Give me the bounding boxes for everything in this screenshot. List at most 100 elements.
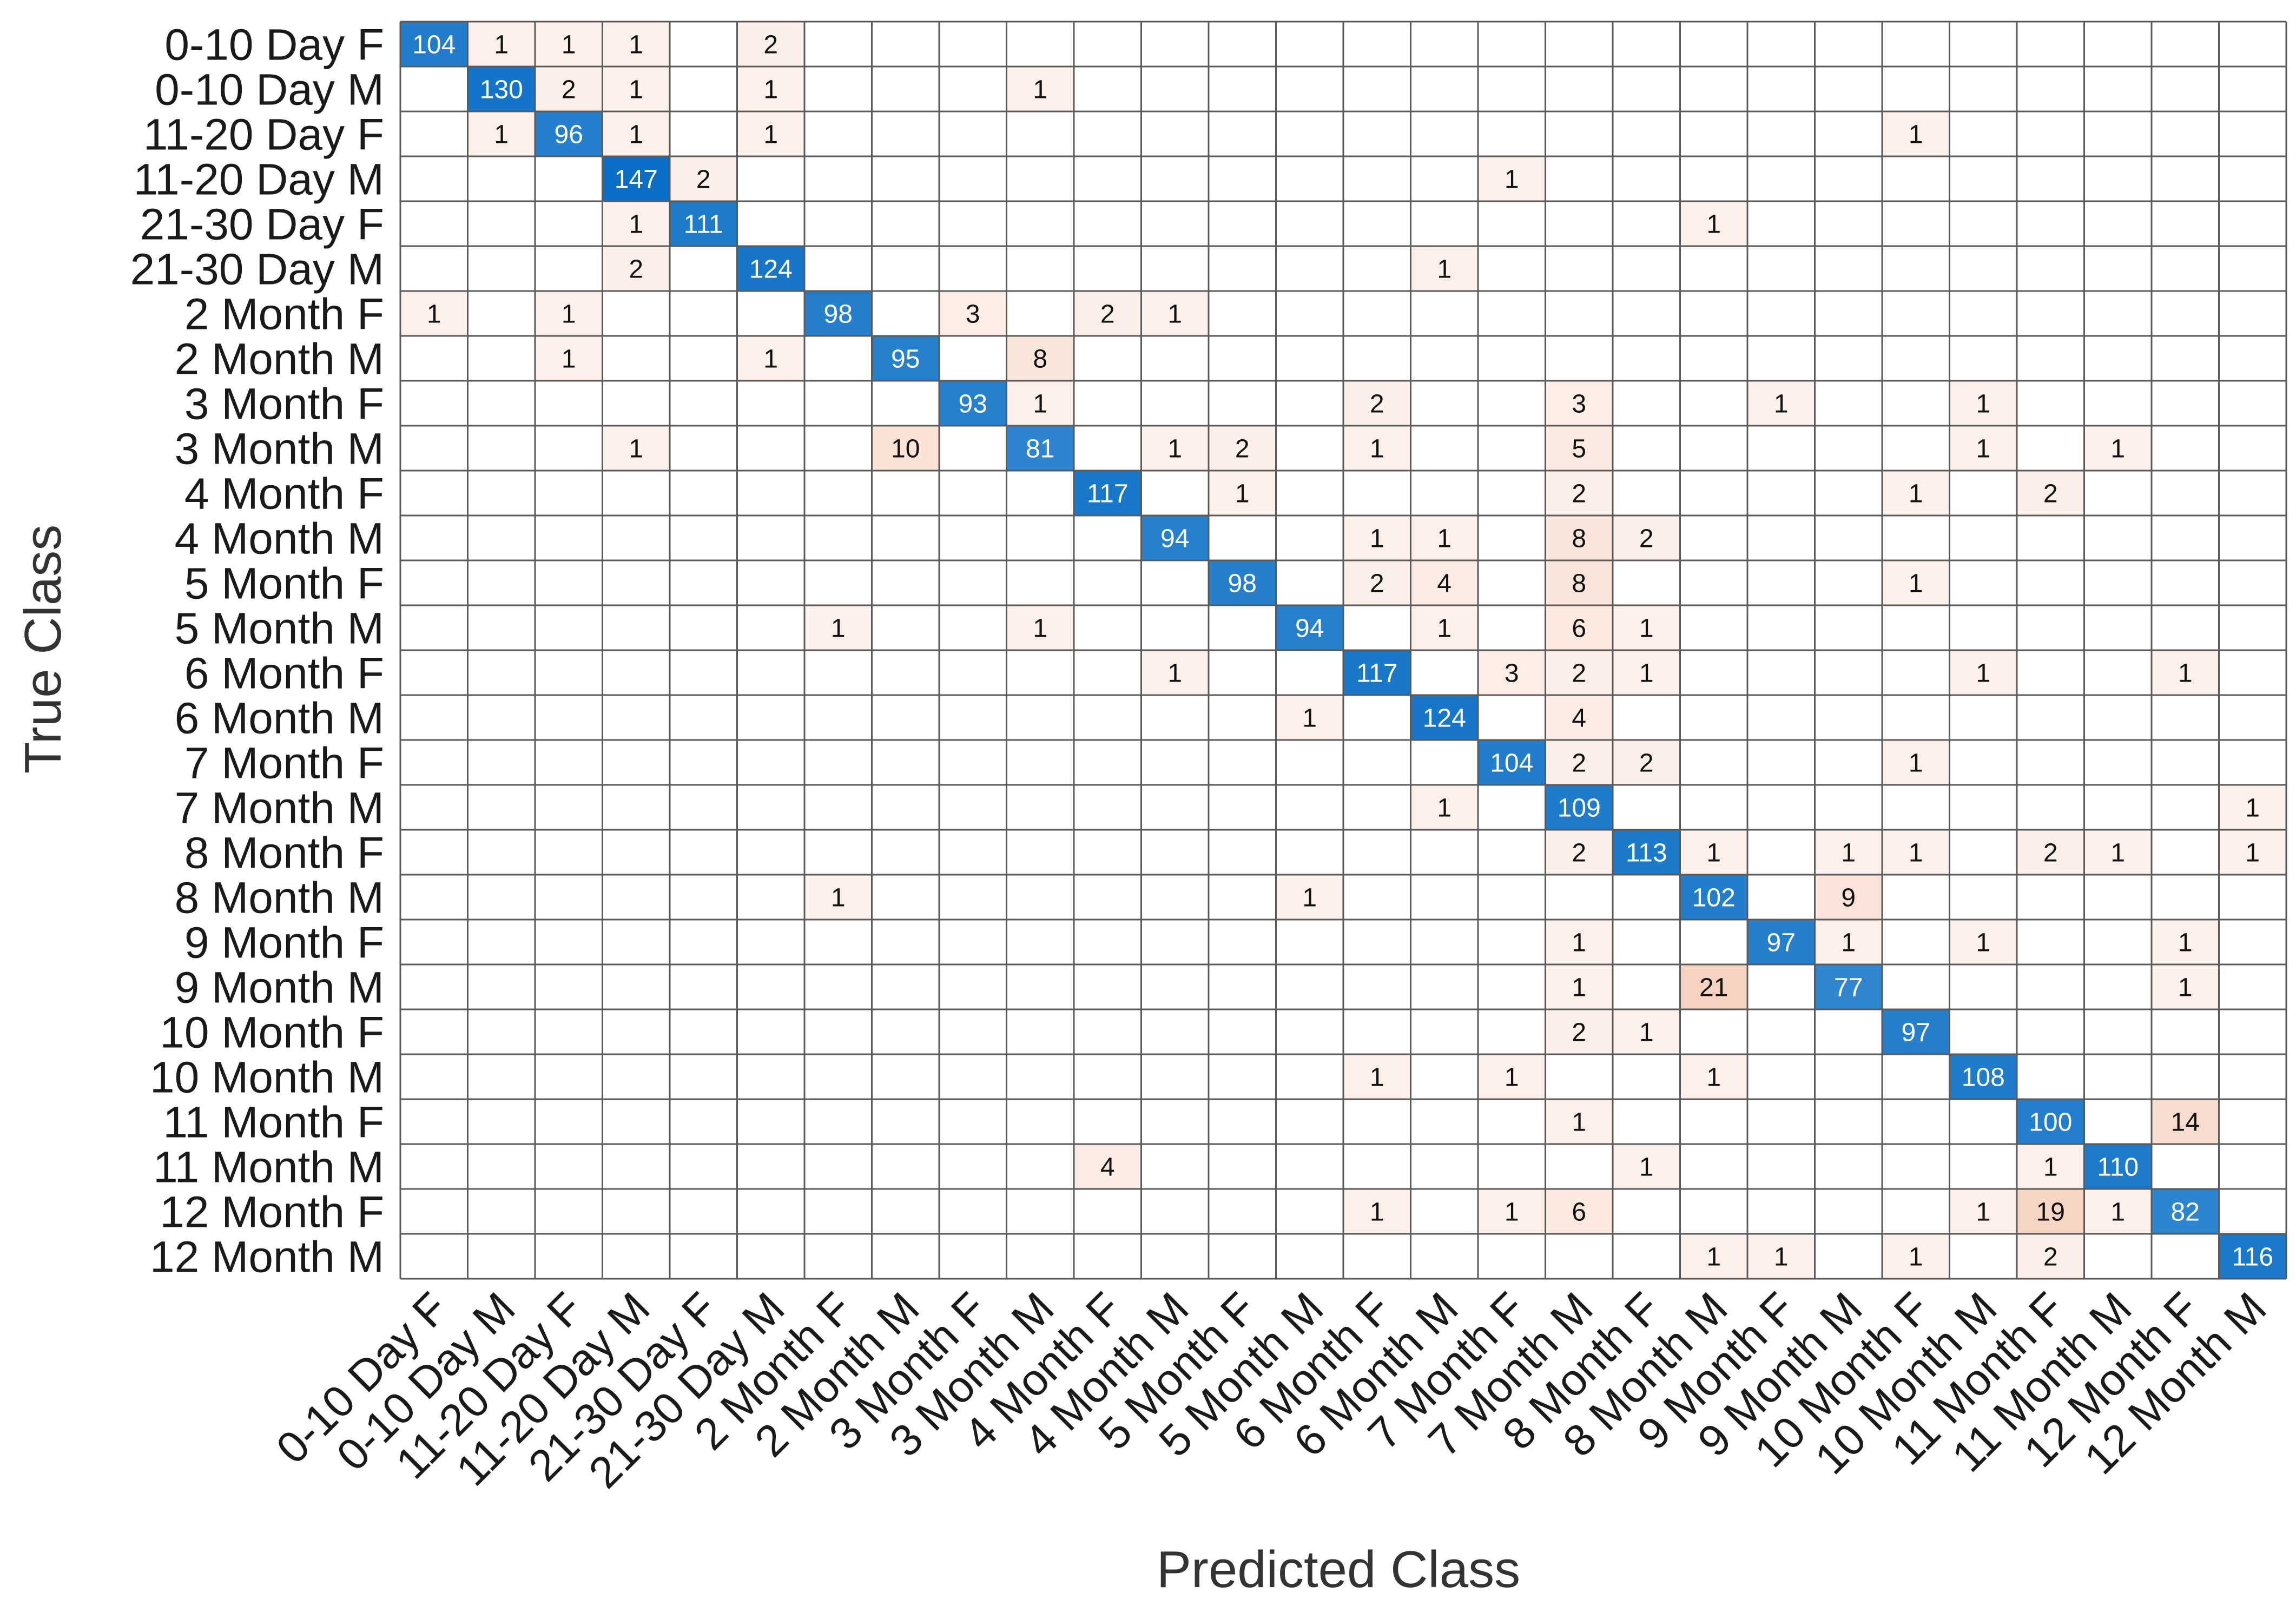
cell-value: 21 <box>1699 974 1728 1002</box>
y-tick-label: 7 Month F <box>184 739 384 788</box>
matrix-cell <box>1882 471 1950 515</box>
cell-value: 130 <box>480 76 523 104</box>
cell-value: 2 <box>2043 1243 2058 1272</box>
matrix-cell <box>1747 1234 1815 1279</box>
cell-value: 1 <box>1505 166 1519 194</box>
matrix-cell <box>1074 471 1142 515</box>
matrix-cell <box>535 67 603 111</box>
cell-value: 110 <box>2097 1153 2139 1182</box>
matrix-cell <box>670 201 737 246</box>
cell-value: 124 <box>1423 704 1466 733</box>
matrix-cell <box>1545 695 1613 740</box>
y-tick-label: 6 Month M <box>175 694 384 743</box>
cell-value: 2 <box>1572 1019 1586 1047</box>
matrix-cell <box>1478 1189 1546 1234</box>
cell-value: 1 <box>629 210 643 239</box>
cell-value: 102 <box>1692 884 1736 913</box>
y-axis-title: True Class <box>14 525 72 774</box>
cell-value: 117 <box>1087 480 1129 508</box>
matrix-cell <box>1545 830 1613 875</box>
cell-value: 1 <box>562 300 576 329</box>
matrix-cell <box>1276 605 1343 650</box>
matrix-cell <box>1949 650 2017 695</box>
matrix-cell <box>1478 650 1546 695</box>
matrix-cell <box>2152 1099 2219 1144</box>
matrix-cell <box>1343 426 1411 471</box>
matrix-cell <box>939 381 1007 426</box>
cell-value: 1 <box>1370 1063 1384 1092</box>
cell-value: 2 <box>1235 435 1250 464</box>
cell-value: 2 <box>1100 300 1115 329</box>
matrix-cell <box>2017 1189 2084 1234</box>
matrix-cell <box>804 605 872 650</box>
y-tick-label: 10 Month M <box>150 1053 384 1102</box>
cell-value: 1 <box>562 31 576 60</box>
cell-value: 1 <box>763 76 778 104</box>
matrix-cell <box>1882 740 1950 785</box>
cell-value: 1 <box>629 121 643 149</box>
cell-value: 2 <box>629 255 643 284</box>
cell-value: 1 <box>1370 525 1384 553</box>
cell-value: 1 <box>1909 1243 1923 1272</box>
cell-value: 1 <box>1572 1108 1586 1137</box>
cell-value: 111 <box>684 210 723 239</box>
matrix-cell <box>1613 1009 1680 1054</box>
matrix-cell <box>1949 920 2017 964</box>
matrix-cell <box>1545 964 1613 1009</box>
y-tick-label: 12 Month F <box>160 1188 384 1237</box>
cell-value: 2 <box>1572 480 1586 508</box>
matrix-cell <box>1815 920 1882 964</box>
matrix-cell <box>1410 785 1478 830</box>
y-tick-label: 5 Month M <box>175 604 384 653</box>
matrix-cell <box>2219 785 2286 830</box>
cell-value: 1 <box>1437 614 1452 643</box>
matrix-cell <box>2084 1189 2152 1234</box>
matrix-cell <box>1545 381 1613 426</box>
matrix-cell <box>1613 830 1680 875</box>
matrix-cell <box>1006 336 1074 381</box>
matrix-cell <box>1613 1144 1680 1189</box>
y-tick-label: 7 Month M <box>175 784 384 833</box>
matrix-cell <box>467 111 535 156</box>
matrix-cell <box>1141 426 1209 471</box>
cell-value: 1 <box>1033 390 1047 419</box>
cell-value: 96 <box>555 121 583 149</box>
matrix-cell <box>1680 875 1747 920</box>
cell-value: 1 <box>1909 121 1923 149</box>
x-axis-title: Predicted Class <box>1157 1541 1520 1598</box>
matrix-cell <box>1074 1144 1142 1189</box>
matrix-cell <box>1545 920 1613 964</box>
cell-value: 1 <box>1639 1019 1654 1047</box>
cell-value: 113 <box>1626 839 1667 868</box>
matrix-cell <box>2152 920 2219 964</box>
matrix-cell <box>1613 740 1680 785</box>
matrix-cell <box>872 336 939 381</box>
matrix-cell <box>1680 1234 1747 1279</box>
y-tick-label: 8 Month M <box>175 874 384 923</box>
cell-value: 1 <box>1774 390 1789 419</box>
x-tick-labels: 0-10 Day F0-10 Day M11-20 Day F11-20 Day… <box>267 1283 2276 1497</box>
cell-value: 1 <box>1033 614 1047 643</box>
matrix-cell <box>1410 246 1478 291</box>
cell-value: 1 <box>1706 839 1721 868</box>
cell-value: 1 <box>1639 1153 1654 1182</box>
matrix-cell <box>1343 650 1411 695</box>
cell-value: 4 <box>1572 704 1586 733</box>
matrix-cell <box>1815 964 1882 1009</box>
cell-value: 1 <box>1976 659 1990 688</box>
matrix-cell <box>1545 1189 1613 1234</box>
cell-value: 2 <box>1572 839 1586 868</box>
cell-value: 8 <box>1033 345 1047 374</box>
cell-value: 100 <box>2029 1108 2072 1137</box>
cell-value: 1 <box>629 76 643 104</box>
matrix-cell <box>737 246 804 291</box>
cell-value: 1 <box>1706 210 1721 239</box>
cell-value: 1 <box>1505 1063 1519 1092</box>
matrix-cell <box>804 291 872 336</box>
cell-value: 94 <box>1295 614 1324 643</box>
matrix-cell <box>1545 605 1613 650</box>
cell-value: 5 <box>1572 435 1586 464</box>
matrix-cell <box>1343 515 1411 560</box>
